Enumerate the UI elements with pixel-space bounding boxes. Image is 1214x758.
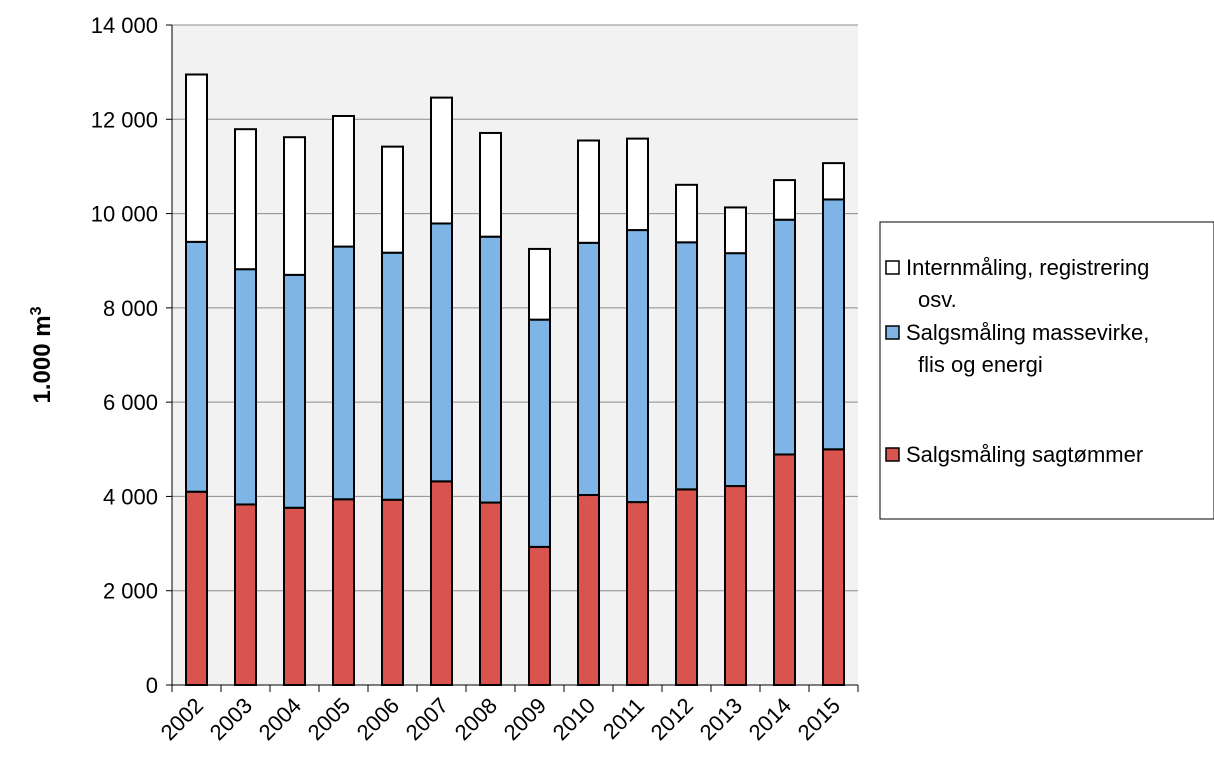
bar-segment-2015-series-1 — [822, 198, 845, 451]
bar-segment-2014-series-0 — [773, 453, 796, 686]
bar-segment-2006-series-1 — [381, 251, 404, 501]
y-tick-label: 8 000 — [103, 296, 158, 321]
bar-segment-2002-series-0 — [185, 490, 208, 687]
x-tick-label: 2005 — [303, 693, 355, 745]
bar-segment-2004-series-1 — [283, 273, 306, 509]
y-tick-label: 12 000 — [91, 107, 158, 132]
x-tick-label: 2012 — [646, 693, 698, 745]
bar-segment-2010-series-1 — [577, 241, 600, 497]
bar-segment-2013-series-0 — [724, 485, 747, 686]
x-tick-label: 2010 — [548, 693, 600, 745]
y-axis-label-main: 1.000 m — [29, 315, 56, 403]
bar-segment-2010-series-0 — [577, 494, 600, 686]
bar-segment-2010-series-2 — [577, 139, 600, 244]
axes — [166, 24, 859, 692]
legend-label: Salgsmåling massevirke, — [906, 320, 1149, 345]
legend-label: Salgsmåling sagtømmer — [906, 442, 1143, 467]
x-tick-label: 2009 — [499, 693, 551, 745]
bar-segment-2008-series-2 — [479, 131, 502, 238]
legend-swatch-2 — [885, 260, 900, 275]
y-tick-label: 0 — [146, 673, 158, 698]
bar-segment-2014-series-2 — [773, 179, 796, 221]
bar-segment-2012-series-1 — [675, 241, 698, 491]
plot-area — [172, 25, 858, 685]
bar-segment-2003-series-0 — [234, 503, 257, 687]
legend-label: Internmåling, registrering — [906, 255, 1149, 280]
bar-segment-2008-series-0 — [479, 501, 502, 686]
y-tick-label: 6 000 — [103, 390, 158, 415]
x-tick-label: 2015 — [793, 693, 845, 745]
bars — [185, 73, 845, 687]
x-tick-label: 2013 — [695, 693, 747, 745]
y-axis-label-superscript: 3 — [28, 306, 45, 315]
bar-segment-2013-series-2 — [724, 206, 747, 255]
x-tick-label: 2007 — [401, 693, 453, 745]
bar-segment-2007-series-2 — [430, 96, 453, 225]
bar-segment-2005-series-2 — [332, 114, 355, 248]
legend-swatch-0 — [885, 447, 900, 462]
bar-segment-2008-series-1 — [479, 235, 502, 504]
x-tick-label: 2008 — [450, 693, 502, 745]
bar-segment-2013-series-1 — [724, 252, 747, 488]
x-tick-label: 2014 — [744, 693, 796, 745]
bar-segment-2015-series-0 — [822, 448, 845, 686]
y-tick-labels: 0 2 000 4 000 6 000 8 000 10 000 12 000 14 000 — [91, 13, 158, 698]
y-tick-label: 10 000 — [91, 202, 158, 227]
bar-segment-2009-series-2 — [528, 247, 551, 321]
x-tick-label: 2003 — [205, 693, 257, 745]
x-tick-label: 2006 — [352, 693, 404, 745]
bar-segment-2006-series-0 — [381, 498, 404, 686]
bar-segment-2005-series-0 — [332, 498, 355, 686]
x-tick-label: 2004 — [254, 693, 306, 745]
legend: Internmåling, registrering osv. Salgsmålin… — [879, 221, 1214, 520]
x-tick-labels: 2002200320042005200620072008200920102011… — [156, 693, 845, 745]
bar-segment-2005-series-1 — [332, 245, 355, 501]
bar-segment-2007-series-0 — [430, 480, 453, 687]
bar-segment-2006-series-2 — [381, 145, 404, 254]
bar-segment-2012-series-2 — [675, 183, 698, 244]
bar-segment-2002-series-2 — [185, 73, 208, 243]
bar-segment-2011-series-0 — [626, 501, 649, 687]
legend-label: flis og energi — [918, 352, 1043, 377]
y-tick-label: 2 000 — [103, 579, 158, 604]
bar-segment-2009-series-0 — [528, 545, 551, 686]
bar-segment-2007-series-1 — [430, 222, 453, 483]
x-tick-label: 2011 — [598, 693, 649, 744]
legend-box — [879, 221, 1214, 520]
bar-segment-2002-series-1 — [185, 240, 208, 493]
bar-segment-2014-series-1 — [773, 218, 796, 456]
bar-segment-2015-series-2 — [822, 162, 845, 201]
bar-segment-2003-series-2 — [234, 128, 257, 271]
bar-segment-2011-series-2 — [626, 137, 649, 232]
bar-segment-2004-series-2 — [283, 136, 306, 276]
bar-segment-2003-series-1 — [234, 268, 257, 506]
y-tick-label: 4 000 — [103, 484, 158, 509]
legend-swatch-1 — [885, 325, 900, 340]
legend-label: osv. — [918, 287, 957, 312]
x-tick-label: 2002 — [156, 693, 208, 745]
bar-segment-2011-series-1 — [626, 229, 649, 504]
bar-segment-2012-series-0 — [675, 488, 698, 686]
y-axis-label: 1.000 m3 — [28, 306, 56, 403]
y-tick-label: 14 000 — [91, 13, 158, 38]
bar-segment-2009-series-1 — [528, 318, 551, 548]
bar-segment-2004-series-0 — [283, 506, 306, 686]
